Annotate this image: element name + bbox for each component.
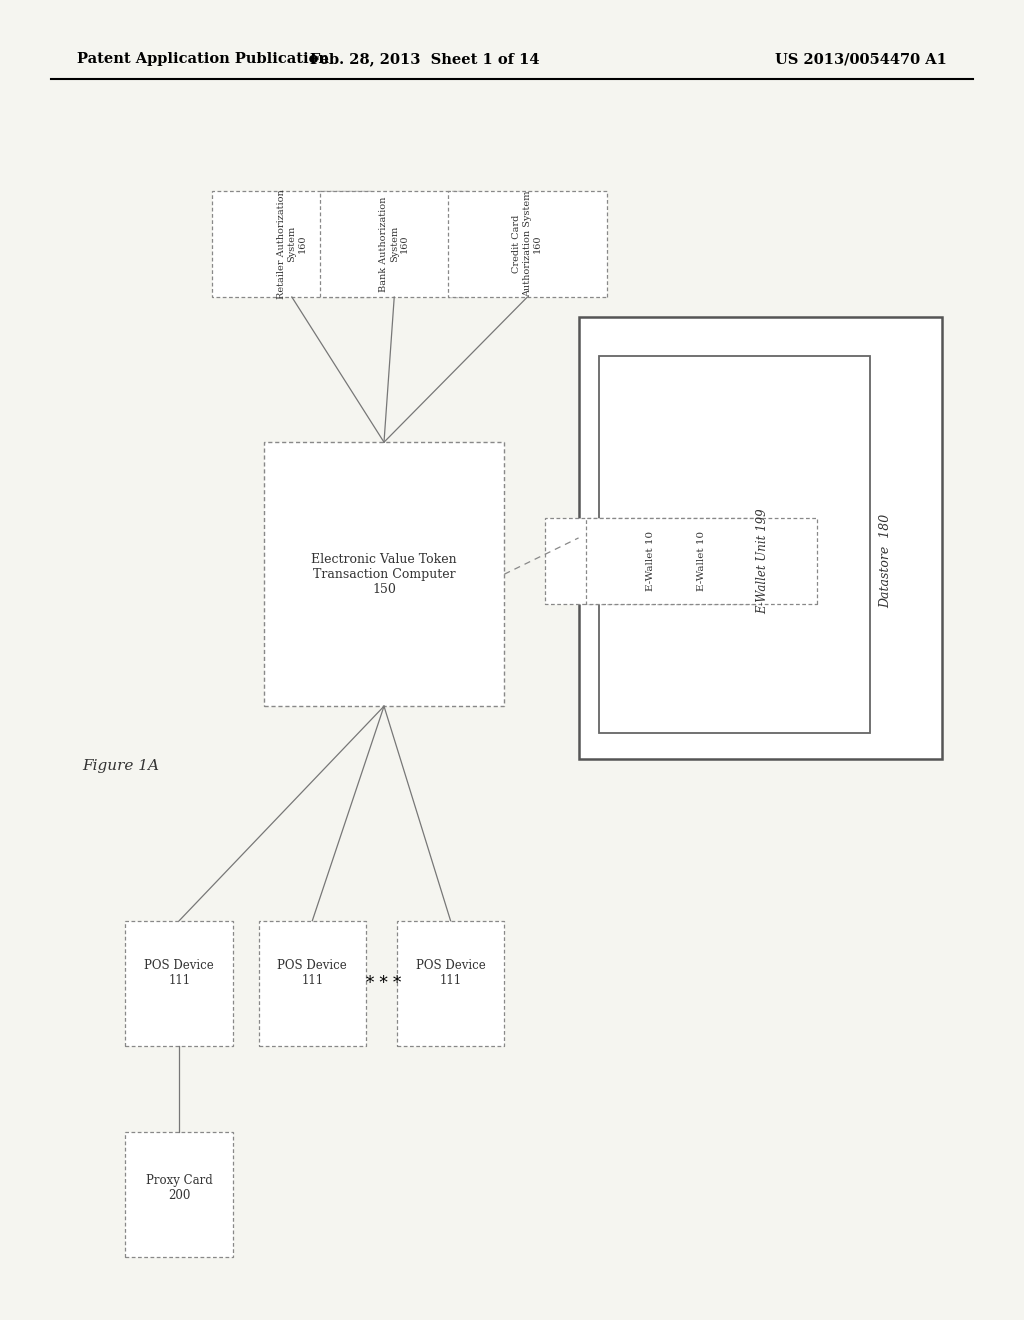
Text: US 2013/0054470 A1: US 2013/0054470 A1 — [775, 53, 947, 66]
Bar — [213, 191, 371, 297]
Bar — [546, 519, 756, 605]
Text: E-Wallet 10: E-Wallet 10 — [646, 531, 654, 591]
Text: POS Device
111: POS Device 111 — [416, 958, 485, 987]
Bar — [125, 1131, 232, 1257]
Text: Bank Authorization
System
160: Bank Authorization System 160 — [379, 197, 410, 292]
Text: E-Wallet Unit 199: E-Wallet Unit 199 — [757, 508, 769, 614]
Bar — [599, 356, 870, 733]
Bar — [319, 191, 469, 297]
Bar — [449, 191, 606, 297]
Bar — [579, 317, 942, 759]
Text: Credit Card
Authorization System
160: Credit Card Authorization System 160 — [512, 191, 543, 297]
Text: Patent Application Publication: Patent Application Publication — [77, 53, 329, 66]
Text: Datastore  180: Datastore 180 — [880, 513, 892, 609]
Bar — [587, 519, 817, 605]
Text: * * *: * * * — [367, 975, 401, 991]
Text: E-Wallet 10: E-Wallet 10 — [697, 531, 706, 591]
Text: Proxy Card
200: Proxy Card 200 — [145, 1173, 213, 1203]
Text: Figure 1A: Figure 1A — [82, 759, 159, 772]
Bar — [264, 442, 504, 706]
Text: Electronic Value Token
Transaction Computer
150: Electronic Value Token Transaction Compu… — [311, 553, 457, 595]
Text: POS Device
111: POS Device 111 — [278, 958, 347, 987]
Bar — [397, 921, 504, 1045]
Bar — [258, 921, 367, 1045]
Text: Retailer Authorization
System
160: Retailer Authorization System 160 — [276, 189, 307, 300]
Bar — [125, 921, 232, 1045]
Text: POS Device
111: POS Device 111 — [144, 958, 214, 987]
Text: Feb. 28, 2013  Sheet 1 of 14: Feb. 28, 2013 Sheet 1 of 14 — [310, 53, 540, 66]
